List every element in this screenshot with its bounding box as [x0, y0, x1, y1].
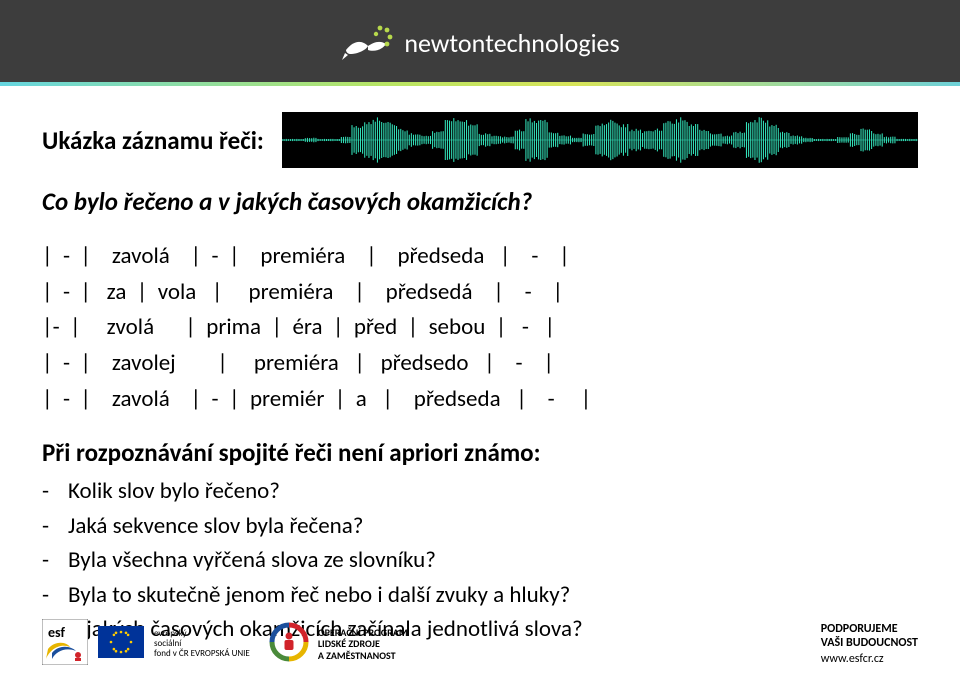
support-sub: VAŠI BUDOUCNOST [821, 636, 918, 650]
opz-label: OPERAČNÍ PROGRAMLIDSKÉ ZDROJEA ZAMĚSTNAN… [318, 627, 408, 662]
bullet-item: Jaká sekvence slov byla řečena? [68, 509, 918, 544]
esf-label: evropskýsociálnífond v ČR EVROPSKÁ UNIE [154, 629, 250, 659]
bullet-item: Byla všechna vyřčená slova ze slovníku? [68, 543, 918, 578]
esf-icon: esf [42, 619, 88, 670]
transcript-table: | - | zavolá | - | premiéra | předseda |… [42, 239, 918, 417]
footer: esf [0, 603, 960, 691]
question-text: Co bylo řečeno a v jakých časových okamž… [42, 186, 918, 217]
header-accent-bar [0, 82, 960, 86]
footer-left: esf [42, 619, 408, 670]
header-bar: newtontechnologies [0, 0, 960, 86]
slide: newtontechnologies Ukázka záznamu řeči: … [0, 0, 960, 691]
subheading: Při rozpoznávání spojité řeči není aprio… [42, 437, 918, 468]
eu-flag-icon [98, 626, 144, 663]
section-title: Ukázka záznamu řeči: [42, 125, 264, 156]
bullet-item: Kolik slov bylo řečeno? [68, 474, 918, 509]
content-area: Ukázka záznamu řeči: Co bylo řečeno a v … [0, 86, 960, 647]
bird-icon [340, 20, 394, 66]
footer-right: PODPORUJEME VAŠI BUDOUCNOST www.esfcr.cz [821, 622, 918, 666]
waveform-box [282, 112, 918, 168]
title-row: Ukázka záznamu řeči: [42, 112, 918, 168]
svg-text:esf: esf [48, 624, 66, 641]
brand-text: newtontechnologies [404, 27, 619, 59]
opz-icon [268, 621, 310, 668]
brand-part2: technologies [485, 27, 619, 59]
esf-logo-block: esf [42, 619, 250, 670]
brand-part1: newton [404, 27, 485, 59]
support-title: PODPORUJEME [821, 622, 918, 636]
opz-logo-block: OPERAČNÍ PROGRAMLIDSKÉ ZDROJEA ZAMĚSTNAN… [268, 621, 408, 668]
brand-logo: newtontechnologies [340, 20, 619, 66]
support-url: www.esfcr.cz [821, 652, 918, 666]
